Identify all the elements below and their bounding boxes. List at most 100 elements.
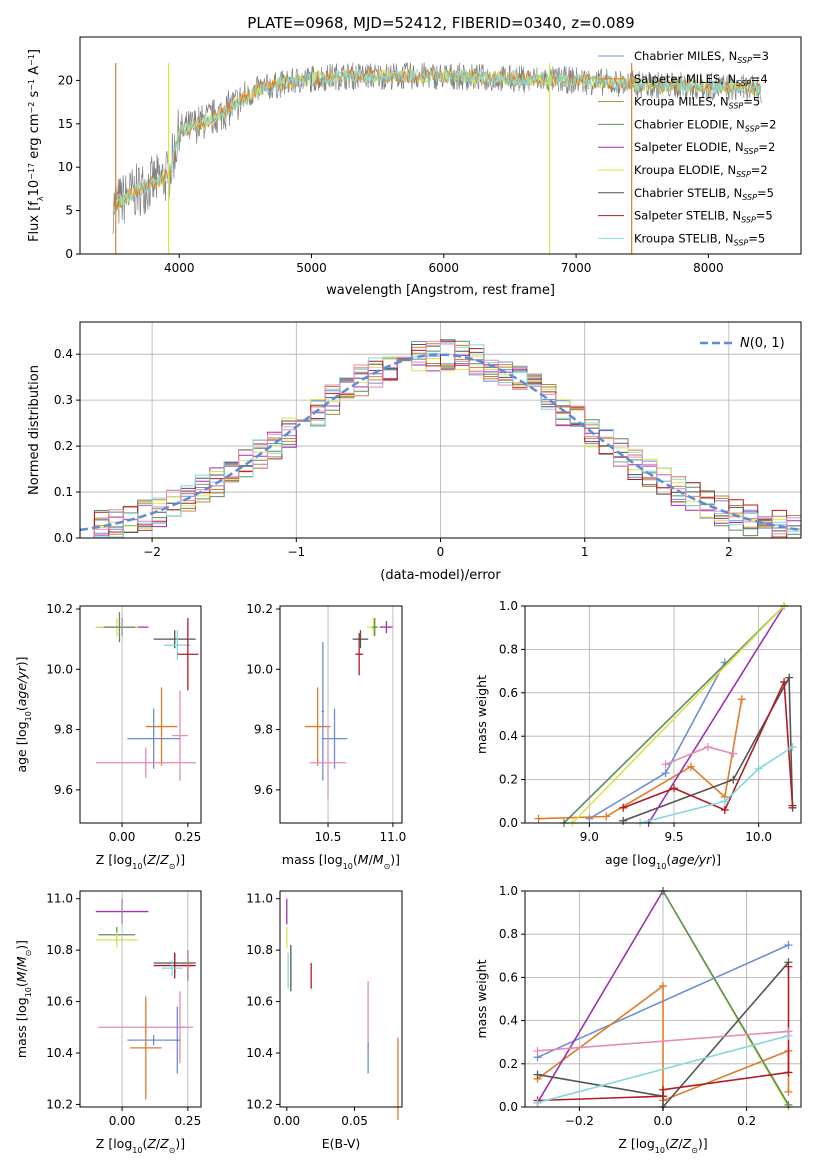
weight-series-line <box>563 605 785 824</box>
tick-label-y: 11.0 <box>46 892 73 906</box>
y-axis-label: age [log10(age/yr)] <box>14 656 33 772</box>
x-axis-label: age [log10(age/yr)] <box>605 852 721 871</box>
tick-label-x: 1 <box>581 545 589 559</box>
axes-frame <box>524 605 802 824</box>
tick-label-y: 15 <box>58 117 73 131</box>
x-axis-label: Z [log10(Z/Z⊙)] <box>96 1136 185 1155</box>
weight-point <box>661 769 670 778</box>
axes-age_weight: 9.0 9.5 10.0 0.0 0.2 0.4 0.6 0.8 1.0 age [log10(a… <box>474 599 802 871</box>
tick-label-x: 9.0 <box>580 830 599 844</box>
legend-entry: Chabrier ELODIE, NSSP=2 <box>634 117 776 133</box>
tick-label-x: 0.00 <box>273 1114 300 1128</box>
weight-point <box>602 812 611 821</box>
tick-label-y: 10.2 <box>46 602 73 616</box>
tick-label-y: 10.2 <box>246 602 273 616</box>
tick-label-x: 10.5 <box>315 830 342 844</box>
weight-point <box>533 1070 542 1079</box>
axes-z_age: 0.00 0.25 9.6 9.8 10.0 10.2 Z [log10(Z/Z⊙)] age… <box>14 602 202 871</box>
tick-label-y: 1.0 <box>499 599 518 613</box>
axes-spectrum: 4000 5000 6000 7000 8000 0 5 10 15 20 wavelength [… <box>27 36 802 298</box>
plot-area <box>95 898 196 1100</box>
data-point <box>355 633 364 676</box>
data-point <box>304 687 331 766</box>
weight-series-line <box>537 1034 789 1104</box>
data-point <box>145 687 178 766</box>
tick-label-x: 0.05 <box>341 1114 368 1128</box>
axes-z_weight: −0.2 0.0 0.2 0.0 0.2 0.4 0.6 0.8 1.0 Z [log10(Z/Z… <box>474 884 802 1155</box>
tick-label-y: 0.8 <box>499 927 518 941</box>
tick-label-x: −0.2 <box>565 1114 594 1128</box>
data-point <box>161 960 183 976</box>
weight-point <box>780 677 789 686</box>
tick-label-y: 0.2 <box>499 1057 518 1071</box>
tick-label-x: 0.25 <box>174 830 201 844</box>
weight-point <box>785 673 794 682</box>
figure-title: PLATE=0968, MJD=52412, FIBERID=0340, z=0… <box>247 14 634 32</box>
tick-label-y: 10.6 <box>246 995 273 1009</box>
plot-area <box>95 612 199 781</box>
tick-label-x: 11.0 <box>380 830 407 844</box>
residual-histogram <box>80 342 801 538</box>
x-axis-label: mass [log10(M/M⊙)] <box>282 852 400 871</box>
legend-entry: Chabrier MILES, NSSP=3 <box>634 49 769 65</box>
tick-label-y: 10.8 <box>46 943 73 957</box>
tick-label-x: 2 <box>725 545 733 559</box>
plot-area <box>304 618 393 799</box>
tick-label-y: 0.3 <box>54 393 73 407</box>
x-axis-label: Z [log10(Z/Z⊙)] <box>96 852 185 871</box>
tick-label-x: 9.5 <box>664 830 683 844</box>
data-point <box>95 932 138 948</box>
tick-label-y: 0.0 <box>54 531 73 545</box>
tick-label-y: 0.0 <box>499 816 518 830</box>
axes-frame <box>79 890 202 1108</box>
tick-label-x: 0.00 <box>109 1114 136 1128</box>
tick-label-x: 5000 <box>296 261 327 275</box>
tick-label-x: 4000 <box>164 261 195 275</box>
axes-frame <box>79 36 802 255</box>
weight-point <box>661 760 670 769</box>
data-point <box>352 630 369 649</box>
legend-entry: Kroupa ELODIE, NSSP=2 <box>634 163 768 179</box>
weight-point <box>686 762 695 771</box>
legend-entry: Salpeter ELODIE, NSSP=2 <box>634 140 775 156</box>
tick-label-y: 10.8 <box>246 943 273 957</box>
axes-residuals: −2 −1 0 1 2 0.0 0.1 0.2 0.3 0.4 (data-model)/error… <box>27 321 802 583</box>
tick-label-y: 11.0 <box>246 892 273 906</box>
weight-point <box>788 801 797 810</box>
weight-point <box>619 816 628 825</box>
weight-point <box>720 805 729 814</box>
data-point <box>127 1035 180 1046</box>
axes-frame <box>279 605 403 824</box>
legend-entry: Salpeter MILES, NSSP=4 <box>634 72 768 88</box>
tick-label-y: 20 <box>58 73 73 87</box>
tick-label-y: 0.8 <box>499 642 518 656</box>
legend-entry: Chabrier STELIB, NSSP=5 <box>634 186 774 202</box>
plot-area <box>112 62 762 254</box>
weight-point <box>784 1087 793 1096</box>
data-point <box>164 630 191 661</box>
axes-frame <box>79 605 202 824</box>
data-point <box>172 690 188 781</box>
weight-point <box>659 982 667 991</box>
weight-point <box>670 784 679 793</box>
plot-area <box>80 339 801 538</box>
legend-entry: Kroupa STELIB, NSSP=5 <box>634 231 765 247</box>
x-axis-label: E(B-V) <box>322 1136 361 1151</box>
weight-point <box>754 764 763 773</box>
y-axis-label: Normed distribution <box>27 365 42 495</box>
data-point <box>103 612 136 643</box>
tick-label-x: 0.0 <box>653 1114 672 1128</box>
weight-point <box>737 695 746 704</box>
weight-point <box>533 1046 542 1055</box>
data-point <box>174 1006 180 1074</box>
tick-label-y: 0.6 <box>499 686 518 700</box>
tick-label-y: 0.6 <box>499 970 518 984</box>
axes-z_mass: 0.00 0.25 10.2 10.4 10.6 10.8 11.0 Z [log10(Z/Z… <box>14 890 202 1155</box>
weight-series-line <box>662 890 790 1106</box>
weight-point <box>659 1085 667 1094</box>
tick-label-y: 9.6 <box>54 783 73 797</box>
weight-series-line <box>647 605 785 824</box>
tick-label-y: 0 <box>65 247 73 261</box>
data-point <box>321 708 348 769</box>
tick-label-x: −1 <box>287 545 305 559</box>
